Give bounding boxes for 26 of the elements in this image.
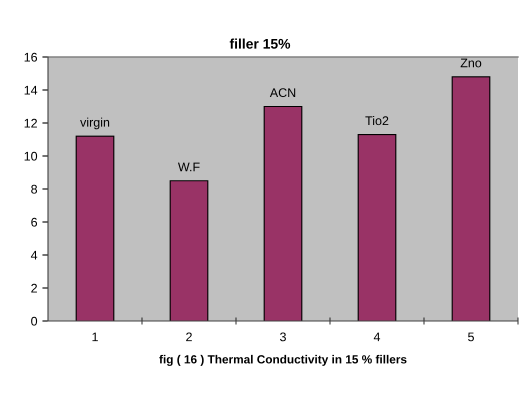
y-tick-label: 2	[31, 284, 37, 293]
y-tick-label: 14	[24, 86, 38, 95]
annotation: ACN	[270, 88, 296, 98]
bar	[264, 106, 302, 321]
x-tick-label: 2	[186, 332, 192, 342]
x-tick-label: 1	[92, 332, 98, 342]
y-tick-label: 16	[24, 52, 38, 62]
x-axis-title: fig ( 16 ) Thermal Conductivity in 15 % fillers	[159, 354, 407, 366]
annotation: W.F	[178, 162, 200, 172]
annotation: Tio2	[365, 116, 388, 126]
y-tick-label: 6	[31, 218, 38, 227]
x-tick-label: 3	[280, 332, 286, 342]
chart-title: filler 15%	[230, 38, 290, 49]
x-tick-label: 5	[468, 332, 474, 342]
annotation: Zno	[460, 58, 482, 68]
x-tick-label: 4	[374, 332, 380, 342]
bar	[76, 136, 114, 321]
y-tick-label: 8	[31, 184, 38, 194]
y-tick-label: 0	[31, 316, 38, 326]
y-tick-label: 10	[24, 152, 38, 161]
bar	[358, 134, 396, 321]
y-tick-label: 4	[30, 250, 38, 260]
bar	[170, 180, 208, 321]
annotation: virgin	[80, 118, 110, 130]
bar	[452, 76, 490, 321]
y-tick-label: 12	[24, 118, 37, 128]
